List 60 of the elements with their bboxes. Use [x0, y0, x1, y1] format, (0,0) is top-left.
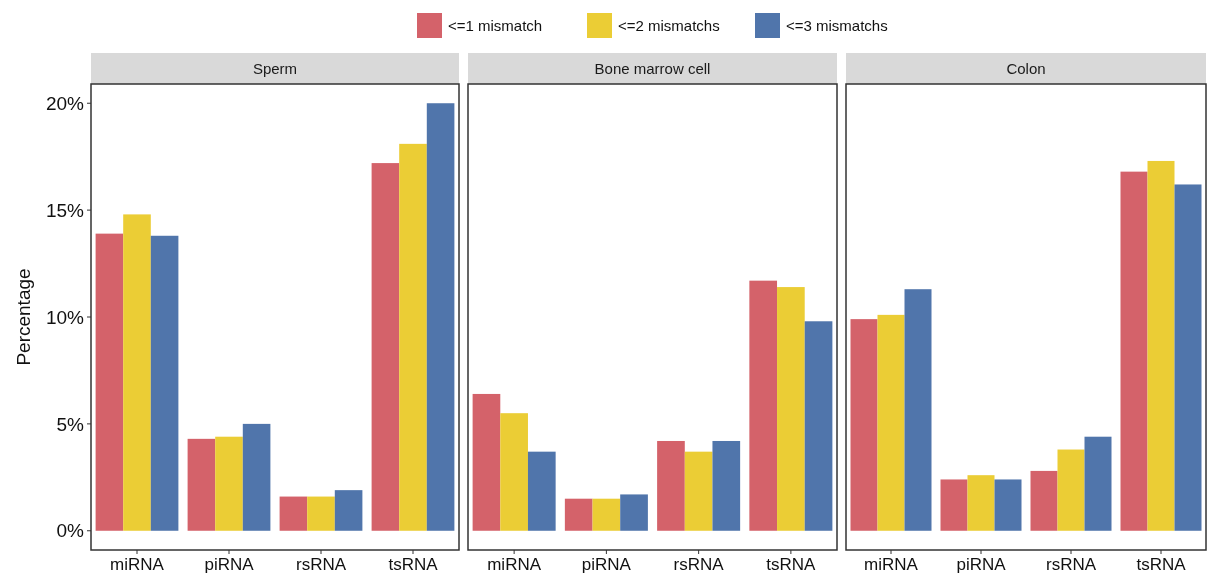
bar — [657, 440, 685, 531]
bar — [95, 233, 124, 531]
bar — [592, 498, 621, 531]
bar — [684, 451, 713, 531]
bar — [242, 423, 271, 531]
chart-title: Sperm — [252, 59, 298, 77]
x-tick-label: tsRNA — [766, 555, 817, 574]
bar — [967, 475, 995, 531]
bar — [426, 103, 455, 531]
y-tick-label: 5% — [56, 413, 85, 435]
x-tick-label: miRNA — [110, 555, 165, 574]
y-tick-label: 20% — [45, 92, 85, 114]
bar — [123, 214, 151, 531]
x-tick-label: piRNA — [956, 555, 1007, 574]
x-tick-label: miRNA — [864, 555, 919, 574]
bar — [187, 438, 216, 531]
x-tick-label: rsRNA — [1045, 555, 1097, 574]
x-tick-label: tsRNA — [388, 555, 439, 574]
x-tick-label: rsRNA — [673, 555, 725, 574]
x-tick-label: rsRNA — [295, 555, 347, 574]
chart-title: Bone marrow cell — [594, 59, 711, 77]
x-tick-label: piRNA — [581, 555, 632, 574]
bar — [1084, 436, 1112, 531]
bar — [500, 413, 528, 531]
legend-label: <=3 mismatchs — [786, 17, 888, 35]
bar — [994, 479, 1022, 531]
bar — [564, 498, 593, 531]
bar — [1147, 160, 1175, 531]
bar — [472, 393, 501, 531]
y-axis-title: Percentage — [13, 268, 34, 366]
bar — [749, 280, 778, 531]
legend-label: <=2 mismatchs — [618, 17, 720, 35]
bar — [1030, 470, 1058, 531]
bar — [777, 287, 805, 531]
bar — [1120, 171, 1148, 531]
x-tick-label: tsRNA — [1136, 555, 1187, 574]
bar — [940, 479, 968, 531]
bar — [334, 490, 363, 531]
bar — [371, 163, 400, 531]
bar — [620, 494, 648, 531]
y-tick-label: 10% — [45, 306, 85, 328]
bar — [399, 143, 427, 531]
bar — [850, 319, 878, 531]
bar — [1057, 449, 1085, 531]
x-tick-label: miRNA — [487, 555, 542, 574]
bar — [1174, 184, 1202, 531]
bar — [804, 321, 833, 531]
y-tick-label: 15% — [45, 199, 85, 221]
bar — [150, 235, 179, 531]
bar — [215, 436, 243, 531]
bar — [877, 314, 905, 531]
bar — [904, 289, 932, 531]
chart-title: Colon — [1006, 59, 1046, 77]
x-tick-label: piRNA — [204, 555, 255, 574]
bar — [307, 496, 335, 531]
y-tick-label: 0% — [56, 520, 85, 542]
bar — [279, 496, 308, 531]
legend-label: <=1 mismatch — [448, 17, 543, 35]
bar — [527, 451, 556, 531]
bar — [712, 440, 741, 531]
